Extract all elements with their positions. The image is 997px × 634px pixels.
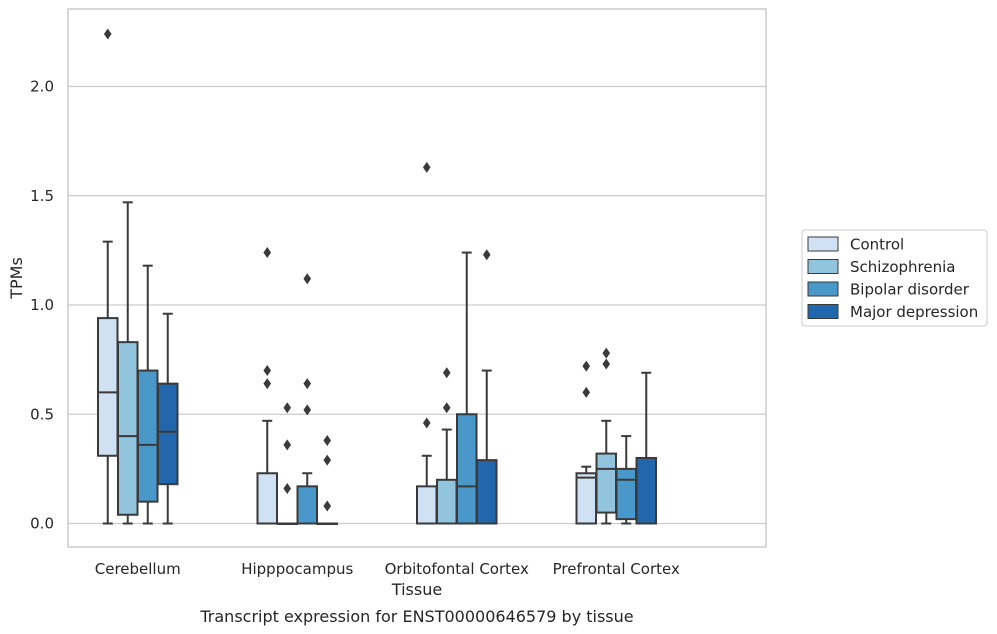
outlier-point [263,247,272,259]
legend-swatch [807,281,839,297]
legend-swatch [807,236,839,252]
legend-frame [801,229,988,327]
outlier-point [422,161,431,173]
box-major-depression [476,249,498,525]
outlier-point [323,500,332,512]
y-tick-label: 0.0 [30,515,54,533]
box-control [416,161,438,525]
box-major-depression [157,312,179,525]
box-schizophrenia [117,201,139,525]
box-control [97,28,119,525]
iqr-box [575,472,597,525]
legend-label: Bipolar disorder [850,281,970,299]
outlier-point [422,417,431,429]
legend: Control Schizophrenia Bipolar disorder Majo… [801,229,988,327]
legend-swatch [807,259,839,274]
box-major-depression [635,371,657,525]
outlier-point [323,434,332,446]
legend-label: Major depression [850,303,978,321]
outlier-point [602,347,611,359]
iqr-box [117,341,139,516]
iqr-box [476,459,498,525]
outlier-point [582,360,591,372]
y-axis-label: TPMs [7,257,26,300]
outlier-point [442,402,451,414]
iqr-box [416,485,438,525]
legend-label: Control [850,236,904,254]
outlier-point [263,365,272,377]
x-tick-labels: Cerebellum Hipppocampus Orbitofontal Corte… [95,560,680,578]
chart-caption: Transcript expression for ENST0000064657… [199,607,633,626]
outlier-point [323,454,332,466]
outlier-point [482,249,491,261]
iqr-box [256,472,278,525]
box-bipolar-disorder [615,435,637,525]
x-tick-label: Hipppocampus [241,560,353,578]
outlier-point [283,483,292,495]
outlier-point [303,378,312,390]
legend-swatch [807,304,839,319]
outlier-point [582,386,591,398]
y-tick-label: 1.0 [30,296,54,314]
iqr-box [635,456,657,525]
iqr-box [97,317,119,457]
y-tick-label: 0.5 [30,405,54,423]
box-bipolar-disorder [296,273,318,525]
iqr-box [436,478,458,525]
iqr-box [157,382,179,486]
x-tick-label: Orbitofontal Cortex [385,560,529,578]
box-control [256,247,278,525]
outlier-point [303,273,312,285]
outlier-point [303,404,312,416]
legend-label: Schizophrenia [850,258,955,276]
iqr-box [296,485,318,525]
outlier-point [263,378,272,390]
y-tick-label: 2.0 [30,78,54,96]
y-tick-labels: 0.0 0.5 1.0 1.5 2.0 [30,78,54,533]
outlier-point [602,358,611,370]
boxplot-series [97,28,657,525]
y-tick-label: 1.5 [30,187,54,205]
outlier-point [283,439,292,451]
box-schizophrenia [276,402,298,525]
outlier-point [442,367,451,379]
iqr-box [456,413,478,525]
box-major-depression [316,434,338,525]
outlier-point [283,402,292,414]
iqr-box [137,369,159,503]
x-tick-label: Cerebellum [95,560,181,578]
plot-frame [67,8,767,548]
outlier-point [103,28,112,40]
x-tick-label: Prefrontal Cortex [553,560,680,578]
iqr-box [595,452,617,514]
box-schizophrenia [436,367,458,525]
x-axis-label: Tissue [391,580,442,599]
iqr-box [615,467,637,521]
